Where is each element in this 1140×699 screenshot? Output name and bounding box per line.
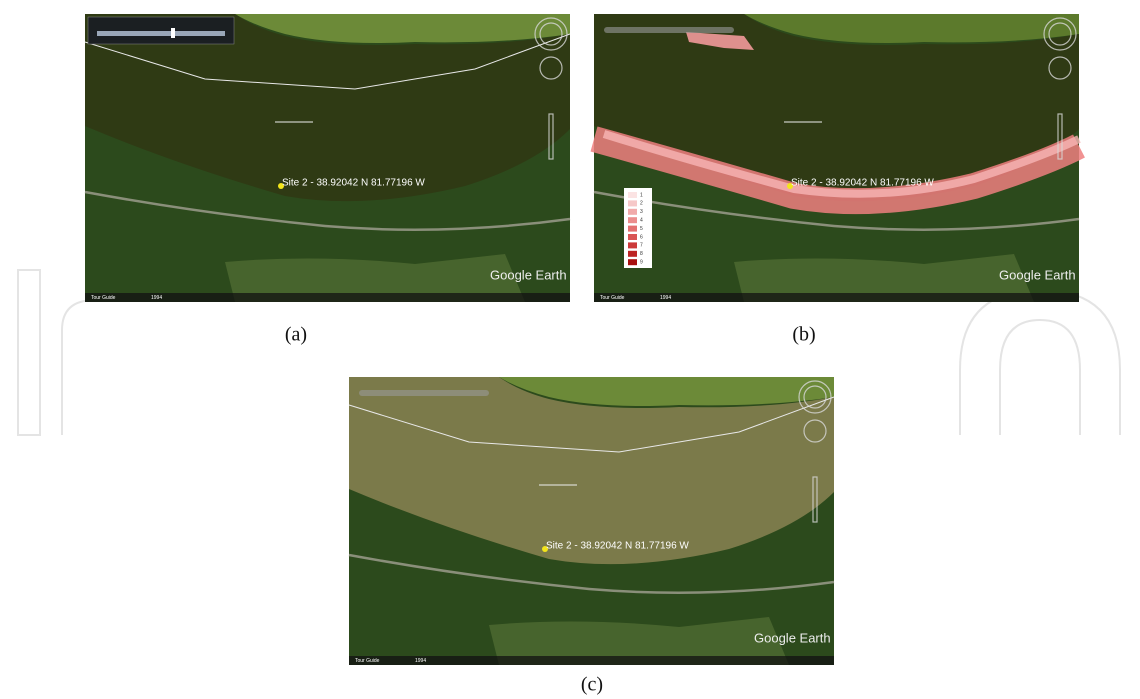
legend-label: 8 (640, 251, 643, 257)
legend-label: 6 (640, 234, 643, 240)
legend-swatch (628, 200, 637, 207)
status-bar (85, 293, 570, 302)
placemark-label: Site 2 - 38.92042 N 81.77196 W (282, 178, 425, 189)
nav-ring (803, 385, 827, 409)
legend-swatch (628, 208, 637, 215)
placemark-label: Site 2 - 38.92042 N 81.77196 W (546, 541, 689, 552)
top-field (499, 377, 834, 406)
lower-clearing (489, 617, 789, 665)
legend-label: 3 (640, 209, 643, 215)
status-bar (594, 293, 1079, 302)
road (593, 190, 1080, 231)
legend-label: 2 (640, 201, 643, 207)
time-slider (604, 27, 734, 33)
legend-swatch (628, 259, 637, 266)
top-field (235, 14, 570, 43)
zoom-bar (548, 113, 554, 160)
placemark-pin[interactable] (278, 183, 284, 189)
nav-ring (803, 419, 827, 443)
time-slider (87, 16, 235, 45)
year-label: 1994 (151, 295, 162, 301)
time-slider (359, 390, 489, 396)
panel-label: (a) (285, 324, 307, 346)
panel-label: (b) (792, 324, 815, 346)
legend-swatch (628, 250, 637, 257)
year-label: 1994 (415, 658, 426, 664)
placemark-pin[interactable] (787, 183, 793, 189)
legend-swatch (628, 234, 637, 240)
slider-track (97, 31, 225, 36)
legend-swatch (628, 192, 637, 198)
road (84, 190, 571, 231)
google-earth-logo: Google Earth (490, 267, 567, 282)
legend-swatch (628, 225, 637, 232)
lower-clearing (225, 254, 525, 302)
nav-controls (798, 380, 832, 523)
legend-label: 7 (640, 243, 643, 249)
map-panel: Site 2 - 38.92042 N 81.77196 W Google Ear… (84, 14, 571, 302)
nav-controls (1043, 17, 1077, 160)
map-panel: 1 2 3 4 5 6 7 8 9 Site 2 - 38.92042 N 81.77196 W G… (590, 14, 1085, 302)
heat-band-inner (602, 130, 1081, 198)
panel-label: (c) (581, 674, 603, 696)
legend-label: 9 (640, 260, 643, 266)
placemark-pin[interactable] (542, 546, 548, 552)
legend-label: 5 (640, 226, 643, 232)
legend-label: 1 (640, 192, 643, 198)
nav-ring (1048, 22, 1072, 46)
map-panel: Site 2 - 38.92042 N 81.77196 W Google Ear… (348, 377, 835, 665)
river (349, 377, 834, 565)
river (85, 14, 570, 202)
river (594, 14, 1079, 202)
transect-line (84, 33, 571, 90)
tour-guide[interactable]: Tour Guide (355, 658, 380, 664)
heat-band (590, 126, 1085, 215)
year-label: 1994 (660, 295, 671, 301)
google-earth-logo: Google Earth (754, 630, 831, 645)
slider-thumb (171, 28, 175, 38)
road (348, 553, 835, 594)
transect-line (348, 396, 835, 453)
status-bar (349, 656, 834, 665)
zoom-bar (1057, 113, 1063, 160)
zoom-bar (812, 476, 818, 523)
legend-label: 4 (640, 218, 643, 224)
top-field (744, 14, 1079, 43)
google-earth-logo: Google Earth (999, 267, 1076, 282)
lower-clearing (734, 254, 1034, 302)
heat-legend: 1 2 3 4 5 6 7 8 9 (624, 188, 652, 268)
nav-controls (534, 17, 568, 160)
tour-guide[interactable]: Tour Guide (600, 295, 625, 301)
nav-ring (798, 380, 832, 414)
legend-swatch (628, 217, 637, 224)
nav-ring (539, 56, 563, 80)
nav-ring (539, 22, 563, 46)
nav-ring (534, 17, 568, 51)
placemark-label: Site 2 - 38.92042 N 81.77196 W (791, 178, 934, 189)
tour-guide[interactable]: Tour Guide (91, 295, 116, 301)
nav-ring (1043, 17, 1077, 51)
legend-swatch (628, 242, 637, 249)
heat-patch (686, 32, 754, 50)
nav-ring (1048, 56, 1072, 80)
